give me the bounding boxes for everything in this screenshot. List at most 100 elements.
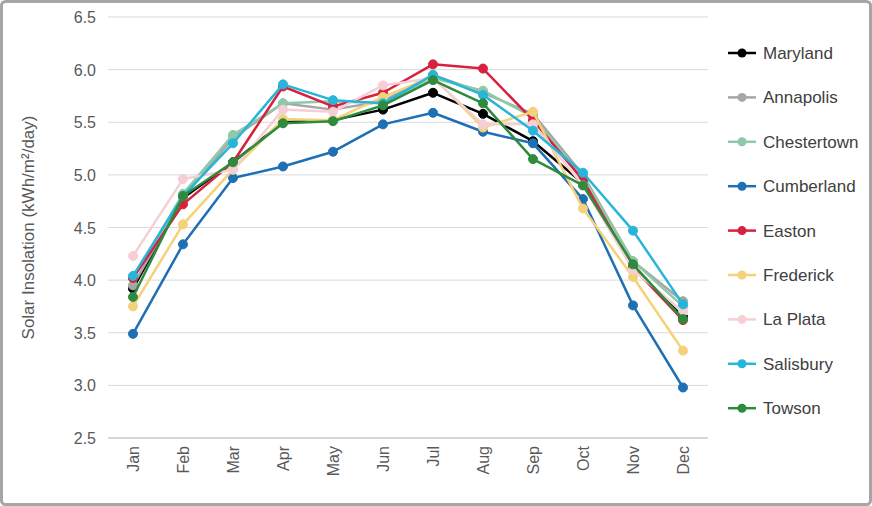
point: [129, 251, 138, 260]
point: [579, 181, 588, 190]
y-tick-label: 3.0: [74, 377, 96, 394]
point: [329, 107, 338, 116]
legend-label: Easton: [763, 222, 816, 241]
y-tick-label: 3.5: [74, 325, 96, 342]
point: [229, 158, 238, 167]
x-tick-label: Dec: [675, 446, 692, 474]
point: [129, 302, 138, 311]
legend-marker: [738, 271, 747, 280]
point: [579, 204, 588, 213]
legend-label: Chestertown: [763, 133, 858, 152]
point: [579, 181, 588, 190]
point: [129, 292, 138, 301]
x-tick-label: Jul: [425, 446, 442, 466]
x-tick-label: May: [325, 446, 342, 476]
point: [529, 139, 538, 148]
y-tick-label: 2.5: [74, 430, 96, 447]
y-tick-label: 5.0: [74, 167, 96, 184]
series-line: [133, 80, 683, 319]
legend-marker: [738, 49, 747, 58]
x-tick-label: Sep: [525, 446, 542, 475]
grid-line: [108, 332, 708, 333]
point: [629, 260, 638, 269]
y-tick-label: 6.0: [74, 62, 96, 79]
x-axis-line: [108, 438, 708, 439]
point: [479, 64, 488, 73]
x-tick-label: Feb: [175, 446, 192, 474]
plot-area: [129, 60, 688, 392]
legend-label: Frederick: [763, 266, 834, 285]
point: [179, 191, 188, 200]
point: [679, 383, 688, 392]
grid-line: [108, 385, 708, 386]
legend-label: Cumberland: [763, 177, 856, 196]
point: [629, 226, 638, 235]
frame: [2, 2, 871, 505]
point: [329, 147, 338, 156]
point: [679, 315, 688, 324]
point: [479, 120, 488, 129]
series-line: [133, 77, 683, 351]
point: [279, 162, 288, 171]
point: [379, 120, 388, 129]
point: [429, 108, 438, 117]
x-tick-label: Aug: [475, 446, 492, 474]
series-line: [133, 75, 683, 304]
grid-line: [108, 122, 708, 123]
legend-marker: [738, 226, 747, 235]
legend-label: Salisbury: [763, 355, 833, 374]
y-tick-label: 4.0: [74, 272, 96, 289]
y-tick-label: 6.5: [74, 9, 96, 26]
y-axis-title: Solar Insolation (kWh/m²/day): [19, 116, 38, 340]
y-tick-label: 4.5: [74, 220, 96, 237]
point: [329, 96, 338, 105]
x-tick-label: Oct: [575, 445, 592, 470]
legend-marker: [738, 359, 747, 368]
point: [429, 60, 438, 69]
legend-label: Towson: [763, 399, 821, 418]
grid-line: [108, 280, 708, 281]
point: [129, 329, 138, 338]
y-axis-extent: [108, 17, 109, 438]
legend-label: La Plata: [763, 310, 826, 329]
legend-label: Maryland: [763, 44, 833, 63]
legend-marker: [738, 404, 747, 413]
legend-marker: [738, 93, 747, 102]
legend: MarylandAnnapolisChestertownCumberlandEa…: [728, 44, 858, 418]
legend-marker: [738, 182, 747, 191]
point: [179, 240, 188, 249]
x-tick-label: Apr: [275, 445, 292, 471]
point: [229, 139, 238, 148]
point: [479, 99, 488, 108]
point: [229, 158, 238, 167]
legend-marker: [738, 315, 747, 324]
point: [379, 101, 388, 110]
point: [179, 220, 188, 229]
point: [379, 81, 388, 90]
point: [679, 300, 688, 309]
point: [179, 191, 188, 200]
point: [579, 168, 588, 177]
point: [629, 301, 638, 310]
point: [529, 155, 538, 164]
series-line: [133, 113, 683, 388]
x-tick-label: Jan: [125, 446, 142, 472]
chart: 2.53.03.54.04.55.05.56.06.5JanFebMarAprM…: [0, 0, 872, 506]
point: [279, 119, 288, 128]
point: [479, 90, 488, 99]
y-tick-label: 5.5: [74, 114, 96, 131]
legend-marker: [738, 137, 747, 146]
series-line: [133, 64, 683, 320]
point: [129, 271, 138, 280]
point: [279, 80, 288, 89]
point: [329, 117, 338, 126]
x-tick-label: Nov: [625, 446, 642, 474]
point: [679, 346, 688, 355]
point: [179, 175, 188, 184]
point: [529, 107, 538, 116]
point: [429, 76, 438, 85]
point: [429, 88, 438, 97]
point: [279, 105, 288, 114]
grid-line: [108, 69, 708, 70]
point: [479, 109, 488, 118]
